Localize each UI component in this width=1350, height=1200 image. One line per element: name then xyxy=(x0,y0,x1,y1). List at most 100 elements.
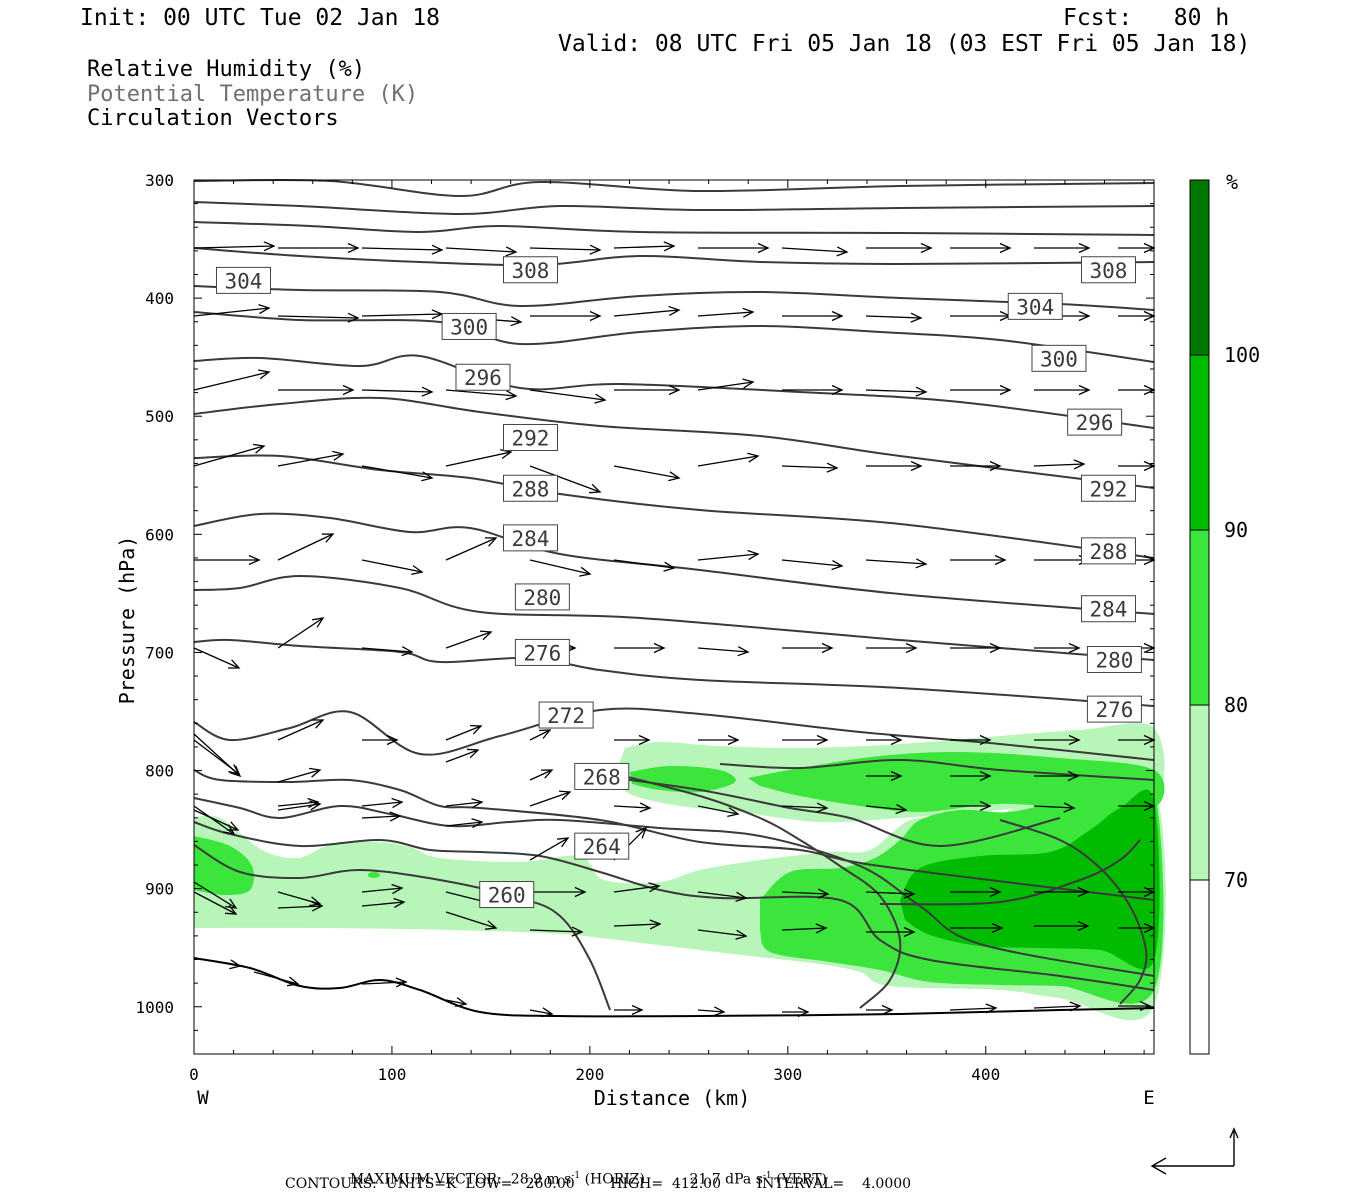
circulation-vector xyxy=(1034,920,1090,932)
circulation-vector xyxy=(1034,384,1091,396)
circulation-vector xyxy=(361,797,404,809)
circulation-vector xyxy=(697,891,748,902)
theta-label-text: 280 xyxy=(523,586,561,610)
circulation-vector xyxy=(193,369,271,391)
colorbar-segment xyxy=(1189,704,1210,881)
theta-label-text: 308 xyxy=(1090,259,1128,283)
circulation-vector xyxy=(1118,1000,1152,1012)
circulation-vector xyxy=(782,1006,810,1018)
theta-label: 276 xyxy=(514,638,570,666)
theta-label-box xyxy=(441,312,497,340)
circulation-vector xyxy=(277,767,322,783)
circulation-vector xyxy=(950,886,1002,898)
theta-label: 272 xyxy=(538,701,594,729)
circulation-vector xyxy=(193,303,271,317)
circulation-vector xyxy=(445,246,518,257)
theta-contour-line xyxy=(193,247,1155,267)
theta-label: 296 xyxy=(1067,408,1123,436)
circulation-vector xyxy=(613,802,652,813)
valid-time: Valid: 08 UTC Fri 05 Jan 18 (03 EST Fri … xyxy=(558,31,1251,57)
forecast-hour: Fcst: 80 h xyxy=(1063,5,1230,31)
circulation-vector xyxy=(781,923,828,934)
theta-label: 292 xyxy=(1080,474,1136,502)
circulation-vector xyxy=(362,734,399,746)
theta-contour-line xyxy=(999,819,1148,1005)
max-vector-legend-arrows xyxy=(1150,1127,1239,1175)
theta-label: 288 xyxy=(502,474,558,502)
y-tick-label: 900 xyxy=(145,880,174,899)
y-axis-label: Pressure (hPa) xyxy=(115,536,139,705)
theta-label-box xyxy=(1080,474,1136,502)
circulation-vector xyxy=(361,646,414,657)
circulation-vector xyxy=(193,241,276,252)
circulation-vector xyxy=(1118,460,1156,472)
theta-label-box xyxy=(1007,292,1063,320)
theta-label-text: 292 xyxy=(1090,477,1128,501)
theta-contour-line xyxy=(193,638,1155,707)
theta-label-box xyxy=(502,256,558,284)
circulation-vector xyxy=(614,734,651,746)
theta-contour-line xyxy=(599,775,1061,848)
circulation-vector xyxy=(445,818,484,829)
circulation-vector xyxy=(950,554,1007,566)
theta-label-box xyxy=(574,832,630,860)
circulation-vector xyxy=(194,554,261,566)
circulation-vector xyxy=(193,647,241,669)
theta-label: 284 xyxy=(1080,595,1136,623)
circulation-vector xyxy=(278,242,360,254)
circulation-vector xyxy=(445,798,484,809)
circulation-vector xyxy=(445,630,493,649)
circulation-vector xyxy=(361,977,408,988)
theta-label-box xyxy=(502,524,558,552)
circulation-vector xyxy=(530,886,587,898)
x-tick-label: 200 xyxy=(575,1065,604,1084)
circulation-vector xyxy=(950,922,1004,934)
circulation-vector xyxy=(782,310,844,322)
theta-label-text: 284 xyxy=(1090,598,1128,622)
colorbar-segment xyxy=(1189,354,1210,531)
circulation-vector xyxy=(1034,770,1080,782)
theta-label: 276 xyxy=(1086,695,1142,723)
circulation-vector xyxy=(1034,242,1091,254)
circulation-vector xyxy=(445,997,468,1008)
rh-80-90-region-upper xyxy=(748,751,1165,813)
theta-contour-labels: 304 308 308 304 300 300 296 296 292 292 288 288 284 2… xyxy=(215,256,1142,909)
circulation-vector xyxy=(1034,886,1090,898)
circulation-vector xyxy=(1034,642,1081,654)
colorbar-tick-label: 100 xyxy=(1224,343,1260,367)
theta-label: 268 xyxy=(574,762,630,790)
circulation-vector xyxy=(613,465,681,482)
theta-label-box xyxy=(514,638,570,666)
theta-label-box xyxy=(1067,408,1123,436)
circulation-vector xyxy=(361,897,406,908)
theta-label-box xyxy=(1086,646,1142,674)
circulation-vector xyxy=(614,1004,644,1016)
circulation-vector xyxy=(1033,459,1086,470)
max-vector-footer: MAXIMUM VECTOR: 28.9 m s-1 (HORIZ) 21.7 … xyxy=(349,1171,827,1188)
theta-label: 288 xyxy=(1080,537,1136,565)
circulation-vector xyxy=(361,309,444,320)
theta-label-text: 280 xyxy=(1095,649,1133,673)
theta-contour-line xyxy=(193,201,1155,216)
circulation-vector xyxy=(697,452,760,467)
circulation-vector xyxy=(529,559,592,577)
circulation-vector xyxy=(950,770,992,782)
x-axis-label: Distance (km) xyxy=(594,1086,751,1110)
circulation-vector xyxy=(278,384,355,396)
theta-label-text: 308 xyxy=(512,259,550,283)
x-tick-label: 0 xyxy=(189,1065,199,1084)
axes: 300 400 500 600 700 800 900 1000 0 100 200 300 400 xyxy=(135,171,1154,1084)
y-tick-label: 700 xyxy=(145,643,174,662)
theta-label-box xyxy=(1031,344,1087,372)
circulation-vector xyxy=(697,929,748,940)
circulation-vector xyxy=(445,537,498,561)
circulation-vector xyxy=(193,443,266,467)
circulation-vector xyxy=(193,733,242,778)
field-vectors-label: Circulation Vectors xyxy=(87,106,339,131)
theta-label-box xyxy=(479,881,535,909)
y-tick-label: 500 xyxy=(145,407,174,426)
theta-label-box xyxy=(574,762,630,790)
colorbar: 70 80 90 100 xyxy=(1189,179,1260,1055)
circulation-vector xyxy=(1034,734,1081,746)
circulation-vector xyxy=(782,734,829,746)
